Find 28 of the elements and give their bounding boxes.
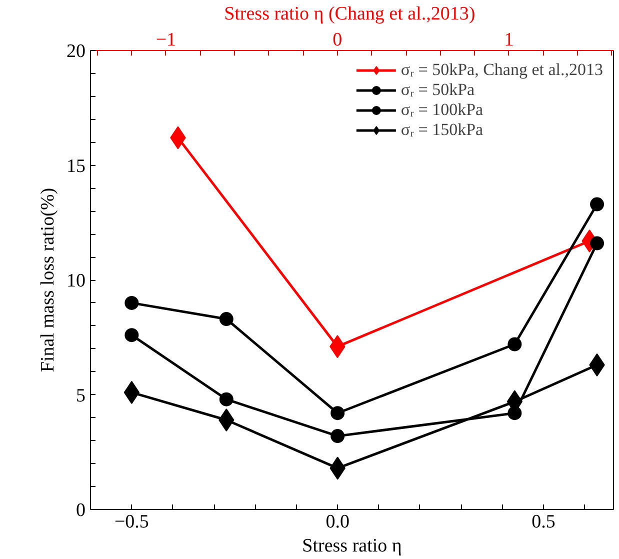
x2-tick-label: 0: [332, 30, 342, 50]
y-tick-label: 20: [66, 41, 86, 62]
x-tick-label: 0.5: [532, 512, 556, 532]
x-axis-title: Stress ratio η: [302, 536, 402, 556]
x2-axis-title: Stress ratio η (Chang et al.,2013): [224, 4, 476, 24]
x-tick-label: −0.5: [114, 512, 149, 532]
x-tick-label: 0.0: [326, 512, 350, 532]
point: [219, 312, 234, 326]
y-tick-label: 0: [76, 500, 86, 521]
y-axis-title: Final mass loss ratio(%): [38, 188, 58, 372]
x2-tick-label: 1: [504, 30, 514, 50]
y-tick-label: 10: [66, 270, 86, 292]
legend-label: σᵣ = 50kPa, Chang et al.,2013: [400, 60, 603, 80]
y-tick-label: 5: [76, 385, 86, 406]
y-tick-label: 15: [66, 156, 86, 177]
point: [219, 392, 234, 406]
point: [124, 296, 139, 310]
x2-tick-label: −1: [156, 30, 176, 50]
legend-label: σᵣ = 150kPa: [400, 120, 484, 140]
point: [330, 429, 345, 444]
legend-label: σᵣ = 50kPa: [400, 80, 475, 100]
point: [124, 328, 139, 342]
point: [508, 337, 522, 352]
legend-label: σᵣ = 100kPa: [400, 100, 484, 120]
point: [590, 236, 604, 250]
point: [590, 197, 604, 212]
point: [124, 380, 140, 404]
point: [330, 406, 345, 420]
